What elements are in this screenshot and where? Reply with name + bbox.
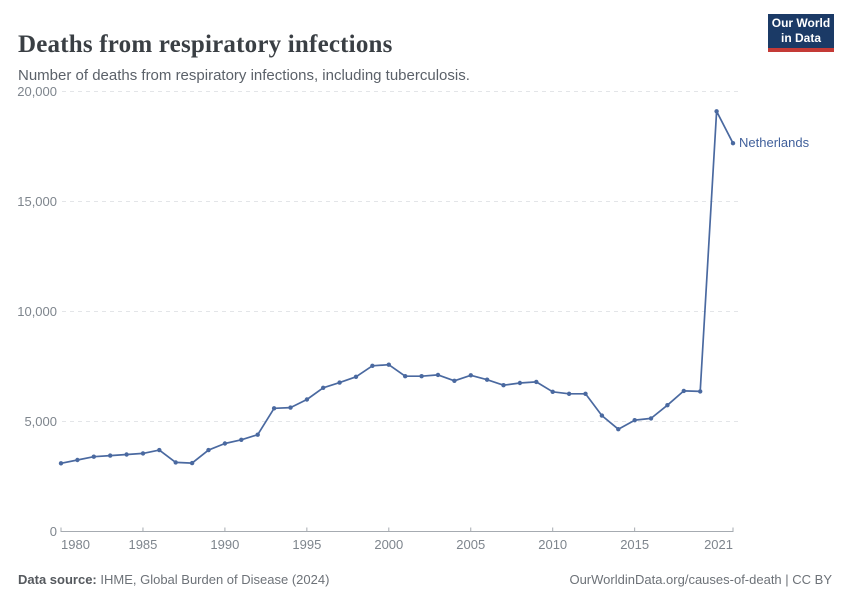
- data-source-label: Data source:: [18, 572, 97, 587]
- data-point: [419, 374, 424, 379]
- series-entity-label: Netherlands: [739, 135, 810, 151]
- data-point: [681, 388, 686, 394]
- data-point: [616, 427, 621, 432]
- data-point: [370, 363, 375, 368]
- data-point: [58, 461, 64, 466]
- y-tick-label: 15,000: [17, 193, 57, 209]
- data-point: [222, 441, 228, 446]
- data-point: [534, 379, 539, 385]
- data-point: [288, 405, 293, 410]
- owid-logo[interactable]: Our World in Data: [768, 14, 834, 52]
- data-point: [353, 374, 359, 379]
- attribution-link[interactable]: OurWorldinData.org/causes-of-death | CC …: [569, 572, 832, 587]
- x-tick-label: 2000: [374, 537, 404, 552]
- data-point: [583, 391, 588, 396]
- data-point: [468, 373, 473, 378]
- owid-logo-line2: in Data: [780, 31, 821, 45]
- y-tick-label: 5,000: [24, 413, 57, 429]
- data-point: [435, 372, 441, 378]
- x-tick-label: 1995: [292, 537, 322, 552]
- y-tick-label: 10,000: [17, 303, 57, 319]
- data-point: [403, 374, 408, 379]
- data-line: [60, 110, 734, 465]
- owid-logo-line1: Our World: [771, 16, 831, 30]
- data-point: [157, 447, 162, 453]
- data-point: [730, 141, 736, 146]
- data-point: [140, 451, 146, 456]
- data-point: [714, 109, 719, 114]
- data-point: [452, 378, 457, 383]
- data-source-note: Data source: IHME, Global Burden of Dise…: [18, 572, 329, 587]
- data-point: [321, 385, 326, 390]
- data-point: [566, 391, 572, 396]
- data-point: [337, 380, 342, 385]
- data-point: [501, 383, 506, 388]
- x-tick-label: 2010: [538, 537, 568, 552]
- x-tick-label: 1980: [61, 537, 90, 552]
- data-point: [271, 406, 277, 411]
- data-source-value: IHME, Global Burden of Disease (2024): [96, 572, 330, 587]
- data-point: [550, 389, 555, 394]
- data-point: [255, 432, 260, 437]
- data-point: [189, 460, 195, 466]
- y-tick-label: 0: [49, 523, 57, 539]
- data-point: [304, 397, 310, 402]
- data-point: [665, 403, 670, 408]
- data-point: [632, 418, 637, 423]
- data-point: [91, 454, 97, 459]
- data-point: [239, 437, 244, 442]
- data-point: [484, 377, 490, 382]
- x-tick-label: 1990: [210, 537, 240, 552]
- x-tick-label: 2021: [704, 537, 733, 552]
- data-point: [173, 460, 178, 465]
- chart-subtitle: Number of deaths from respiratory infect…: [18, 67, 470, 84]
- data-point: [75, 457, 80, 463]
- data-point: [386, 362, 391, 367]
- data-point: [206, 447, 211, 453]
- x-tick-label: 2005: [456, 537, 486, 552]
- data-point: [648, 416, 654, 421]
- data-point: [124, 452, 129, 457]
- x-tick-label: 1985: [128, 537, 158, 552]
- chart-title: Deaths from respiratory infections: [18, 30, 393, 58]
- x-tick-label: 2015: [620, 537, 650, 552]
- y-tick-label: 20,000: [17, 83, 57, 99]
- data-point: [599, 413, 605, 418]
- data-point: [698, 389, 703, 394]
- chart-footer: Data source: IHME, Global Burden of Dise…: [18, 572, 832, 587]
- data-point: [517, 380, 523, 386]
- data-point: [108, 453, 113, 458]
